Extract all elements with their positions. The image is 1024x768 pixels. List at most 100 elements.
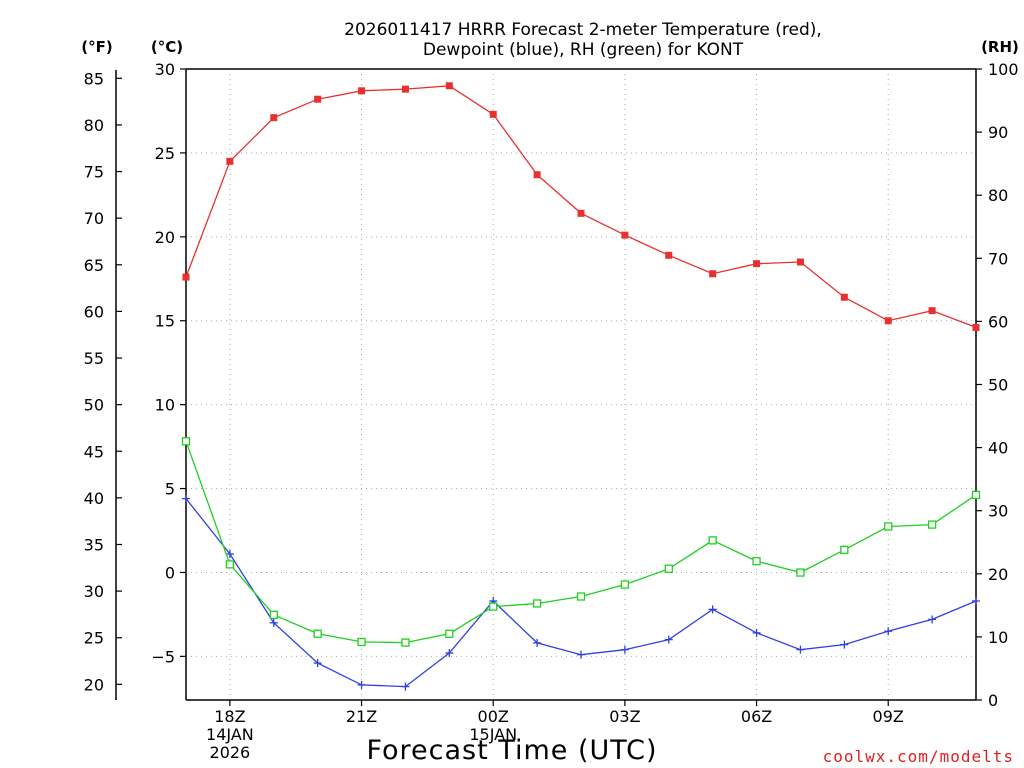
x-tick-label: 00Z bbox=[478, 707, 509, 726]
x-tick-label: 06Z bbox=[741, 707, 772, 726]
rh-point bbox=[576, 592, 586, 601]
rh-tick-label: 40 bbox=[988, 439, 1008, 458]
fahrenheit-tick-label: 40 bbox=[84, 489, 104, 508]
temperature-point bbox=[270, 114, 278, 122]
temperature-point bbox=[445, 82, 453, 90]
dewpoint-point bbox=[620, 645, 629, 654]
x-tick-label: 2026 bbox=[210, 743, 251, 762]
rh-point bbox=[927, 520, 937, 529]
chart-title-line1: 2026011417 HRRR Forecast 2-meter Tempera… bbox=[344, 20, 822, 40]
dewpoint-point bbox=[445, 649, 454, 658]
fahrenheit-tick-label: 50 bbox=[84, 396, 104, 415]
fahrenheit-tick-label: 35 bbox=[84, 535, 104, 554]
rh-point bbox=[620, 580, 630, 589]
fahrenheit-tick-label: 80 bbox=[84, 116, 104, 135]
fahrenheit-unit-label: (°F) bbox=[81, 38, 112, 56]
x-tick-label: 03Z bbox=[609, 707, 640, 726]
rh-tick-label: 90 bbox=[988, 123, 1008, 142]
rh-point bbox=[181, 437, 191, 446]
celsius-tick-label: −5 bbox=[151, 647, 175, 666]
rh-tick-label: 50 bbox=[988, 376, 1008, 395]
dewpoint-point bbox=[533, 638, 542, 647]
dewpoint-point bbox=[752, 628, 761, 637]
celsius-tick-label: 25 bbox=[155, 144, 175, 163]
rh-point bbox=[313, 629, 322, 638]
dewpoint-point bbox=[708, 605, 717, 614]
fahrenheit-tick-label: 20 bbox=[84, 675, 104, 694]
fahrenheit-tick-label: 85 bbox=[84, 69, 104, 88]
fahrenheit-tick-label: 45 bbox=[84, 442, 104, 461]
temperature-series-line bbox=[185, 85, 977, 329]
dewpoint-point bbox=[664, 635, 673, 644]
x-tick-label: 14JAN bbox=[206, 725, 254, 744]
rh-point bbox=[708, 536, 717, 545]
temperature-point bbox=[314, 95, 322, 103]
temperature-point bbox=[665, 251, 673, 259]
dewpoint-point bbox=[972, 596, 980, 605]
celsius-tick-label: 20 bbox=[155, 228, 175, 247]
rh-point bbox=[796, 568, 805, 577]
temperature-point bbox=[753, 260, 761, 268]
grid-lines bbox=[186, 68, 976, 700]
temperature-point bbox=[358, 87, 366, 95]
temperature-point bbox=[577, 209, 585, 217]
dewpoint-point bbox=[840, 640, 849, 649]
rh-series-line bbox=[185, 441, 977, 644]
rh-point bbox=[225, 560, 235, 569]
dewpoint-point bbox=[313, 659, 322, 668]
temperature-point bbox=[709, 270, 717, 278]
chart-title-line2: Dewpoint (blue), RH (green) for KONT bbox=[423, 40, 744, 60]
rh-point bbox=[884, 522, 893, 531]
x-tick-label: 15JAN bbox=[469, 725, 517, 744]
temperature-point bbox=[489, 110, 497, 118]
rh-point bbox=[401, 638, 410, 647]
rh-point bbox=[840, 545, 849, 554]
rh-point bbox=[752, 557, 761, 566]
dewpoint-point bbox=[796, 645, 805, 654]
temperature-point bbox=[621, 231, 629, 239]
rh-tick-label: 60 bbox=[988, 312, 1008, 331]
rh-tick-label: 30 bbox=[988, 502, 1008, 521]
rh-point bbox=[269, 610, 278, 619]
celsius-unit-label: (°C) bbox=[151, 38, 183, 56]
dewpoint-point bbox=[401, 682, 410, 691]
rh-point bbox=[489, 602, 498, 611]
celsius-tick-label: 0 bbox=[165, 563, 175, 582]
temperature-point bbox=[840, 293, 848, 301]
rh-point bbox=[532, 599, 542, 608]
temperature-point bbox=[533, 171, 541, 179]
temperature-point bbox=[182, 273, 190, 281]
fahrenheit-tick-label: 70 bbox=[84, 209, 104, 228]
celsius-tick-label: 15 bbox=[155, 312, 175, 331]
temperature-point bbox=[928, 307, 936, 315]
fahrenheit-tick-label: 55 bbox=[84, 349, 104, 368]
temperature-point bbox=[401, 85, 409, 93]
dewpoint-point bbox=[182, 494, 190, 503]
dewpoint-point bbox=[928, 615, 937, 624]
fahrenheit-tick-label: 25 bbox=[84, 629, 104, 648]
credit-link[interactable]: coolwx.com/modelts bbox=[823, 747, 1014, 766]
x-tick-label: 09Z bbox=[873, 707, 904, 726]
fahrenheit-tick-label: 65 bbox=[84, 256, 104, 275]
rh-unit-label: (RH) bbox=[981, 38, 1019, 56]
rh-point bbox=[971, 490, 981, 500]
temperature-point bbox=[972, 323, 980, 331]
fahrenheit-tick-label: 60 bbox=[84, 302, 104, 321]
rh-tick-label: 20 bbox=[988, 565, 1008, 584]
celsius-tick-label: 30 bbox=[155, 60, 175, 79]
temperature-point bbox=[884, 317, 892, 325]
celsius-tick-label: 10 bbox=[155, 396, 175, 415]
dewpoint-point bbox=[884, 627, 893, 636]
x-axis-label: Forecast Time (UTC) bbox=[366, 735, 657, 766]
temperature-point bbox=[226, 157, 234, 165]
rh-point bbox=[357, 637, 366, 647]
fahrenheit-tick-label: 30 bbox=[84, 582, 104, 601]
x-tick-label: 21Z bbox=[346, 707, 377, 726]
dewpoint-point bbox=[269, 618, 278, 627]
rh-point bbox=[445, 629, 454, 638]
rh-tick-label: 10 bbox=[988, 628, 1008, 647]
rh-point bbox=[664, 564, 673, 573]
rh-tick-label: 80 bbox=[988, 186, 1008, 205]
dewpoint-point bbox=[577, 650, 585, 659]
